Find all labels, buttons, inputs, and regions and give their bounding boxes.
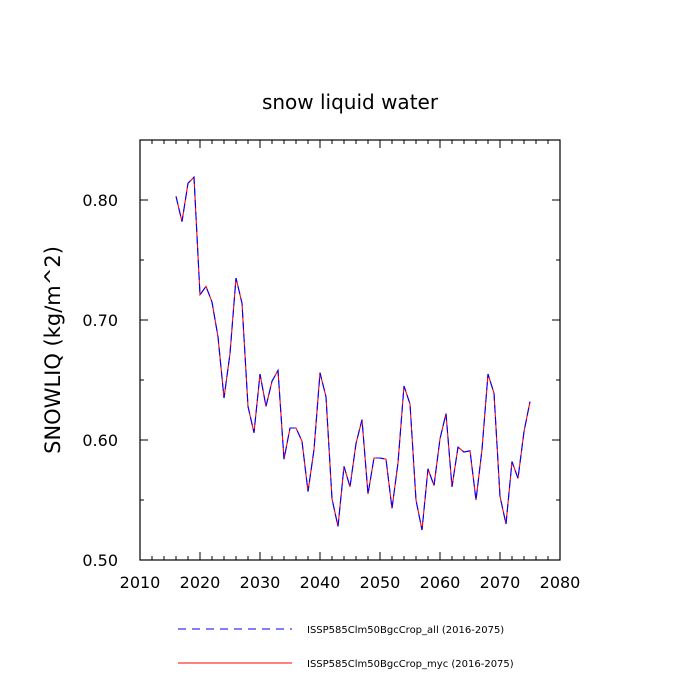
series-line-1	[175, 175, 531, 531]
x-tick-label: 2080	[540, 573, 581, 592]
series-line-0	[175, 175, 531, 531]
plot-frame	[139, 139, 561, 561]
legend: ISSP585Clm50BgcCrop_all (2016-2075) ISSP5…	[178, 625, 514, 670]
x-tick-label: 2030	[240, 573, 281, 592]
chart-title: snow liquid water	[262, 90, 439, 114]
y-axis-label: SNOWLIQ (kg/m^2)	[41, 246, 65, 454]
x-tick-label: 2010	[120, 573, 161, 592]
x-tick-label: 2040	[300, 573, 341, 592]
x-tick-label: 2020	[180, 573, 221, 592]
y-tick-label: 0.60	[82, 431, 118, 450]
series-layer	[175, 175, 531, 531]
x-tick-label: 2070	[480, 573, 521, 592]
legend-label-0: ISSP585Clm50BgcCrop_all (2016-2075)	[307, 625, 504, 636]
legend-label-1: ISSP585Clm50BgcCrop_myc (2016-2075)	[307, 659, 514, 670]
y-tick-label: 0.80	[82, 191, 118, 210]
tick-labels-layer: 2010 2020 2030 2040 2050 2060 2070 2080 0.50 0.60…	[82, 191, 580, 592]
y-tick-label: 0.50	[82, 551, 118, 570]
x-tick-label: 2050	[360, 573, 401, 592]
ticks-layer	[139, 139, 561, 561]
y-tick-label: 0.70	[82, 311, 118, 330]
x-tick-label: 2060	[420, 573, 461, 592]
